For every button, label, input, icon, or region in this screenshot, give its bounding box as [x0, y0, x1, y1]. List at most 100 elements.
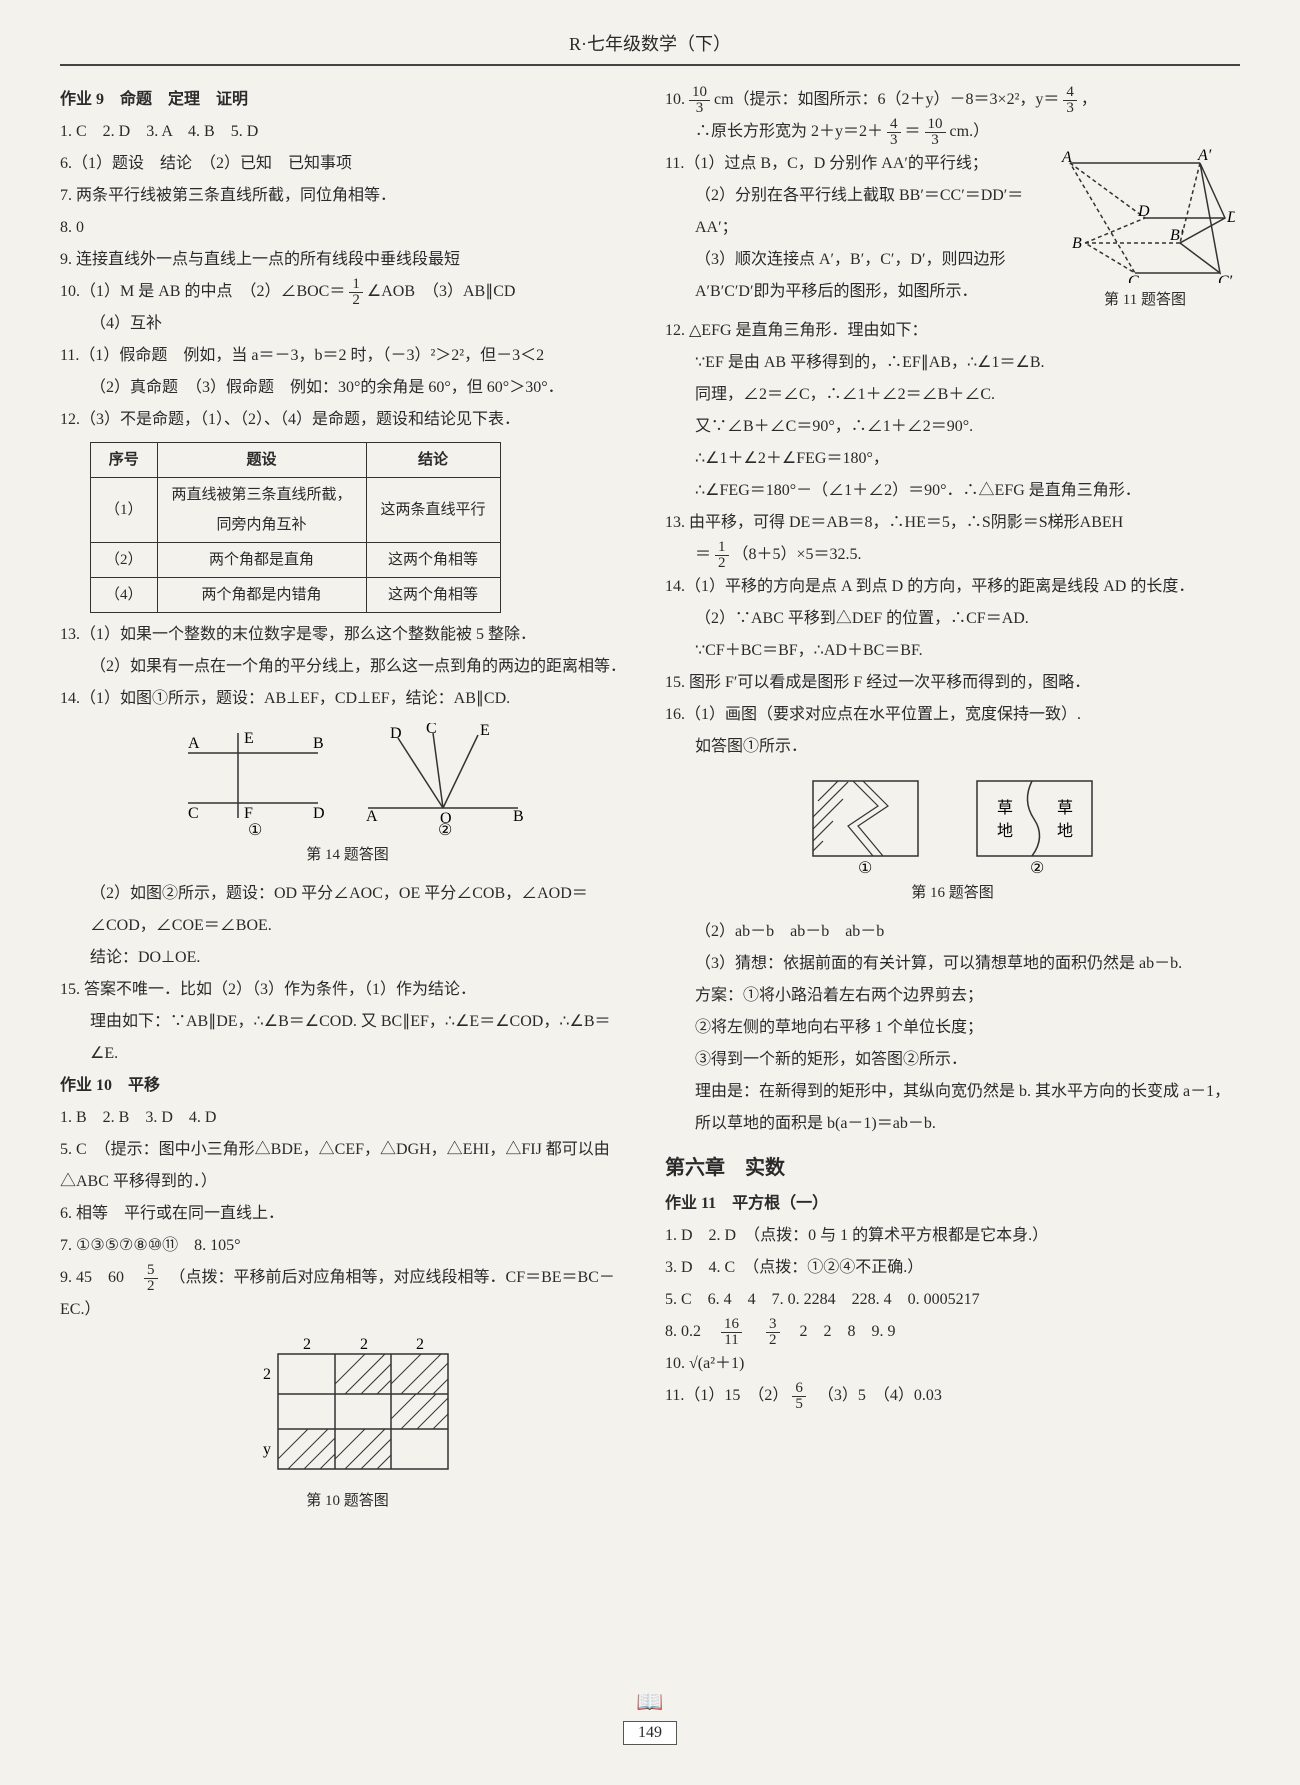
table-row: （4） 两个角都是内错角 这两个角相等 [91, 578, 501, 613]
text: ， [1081, 91, 1097, 108]
td: 两直线被第三条直线所截，同旁内角互补 [157, 478, 366, 543]
fig14-svg: A E B C F D ① C E D A [168, 723, 528, 838]
svg-text:B: B [1072, 235, 1082, 252]
lbl: D [313, 805, 325, 822]
figure-16: ① 草 地 草 地 ② 第 16 题答图 [665, 771, 1240, 908]
fig10-caption: 第 10 题答图 [60, 1486, 635, 1516]
fraction: 43 [887, 117, 901, 148]
hw9-title: 作业 9 命题 定理 证明 [60, 84, 635, 116]
td: 两个角都是内错角 [157, 578, 366, 613]
svg-text:C′: C′ [1218, 273, 1233, 283]
two-column-layout: 作业 9 命题 定理 证明 1. C 2. D 3. A 4. B 5. D 6… [60, 84, 1240, 1524]
answer-line: 11.（1）15 （2） 65 （3）5 （4）0.03 [665, 1380, 1240, 1412]
td: 这两个角相等 [366, 578, 500, 613]
text: （8＋5）×5＝32.5. [733, 546, 862, 563]
answer-line: 1. D 2. D （点拨：0 与 1 的算术平方根都是它本身.） [665, 1220, 1240, 1252]
answer-line: （2）ab－b ab－b ab－b [665, 916, 1240, 948]
answer-line: 8. 0 [60, 212, 635, 244]
svg-text:A′: A′ [1197, 148, 1212, 164]
th: 题设 [157, 443, 366, 478]
answer-line: 8. 0.2 1611 32 2 2 8 9. 9 [665, 1316, 1240, 1348]
td: 这两个角相等 [366, 543, 500, 578]
table-row: （1） 两直线被第三条直线所截，同旁内角互补 这两条直线平行 [91, 478, 501, 543]
book-icon: 📖 [636, 1689, 663, 1715]
figure-11: A A′ D D′ B B′ C C′ 第 11 题答图 [1050, 148, 1240, 315]
answer-line: 11.（1）过点 B，C，D 分别作 AA′的平行线； [665, 148, 1040, 180]
th: 序号 [91, 443, 158, 478]
lbl: 草 [997, 799, 1013, 817]
fraction: 1611 [721, 1317, 742, 1348]
table-row: （2） 两个角都是直角 这两个角相等 [91, 543, 501, 578]
figure-10: 2 2 2 2 y 第 10 题答图 [60, 1334, 635, 1516]
answer-line: 14.（1）如图①所示，题设：AB⊥EF，CD⊥EF，结论：AB∥CD. [60, 683, 635, 715]
text: ＝ [695, 546, 711, 563]
answer-line: 同理，∠2＝∠C，∴∠1＋∠2＝∠B＋∠C. [665, 379, 1240, 411]
answer-line: 7. 两条平行线被第三条直线所截，同位角相等． [60, 180, 635, 212]
lbl: E [244, 730, 254, 747]
answer-line: （2）真命题 （3）假命题 例如：30°的余角是 60°，但 60°＞30°． [60, 372, 635, 404]
lbl: 2 [360, 1336, 368, 1353]
fraction: 65 [792, 1381, 806, 1412]
answer-line: 方案：①将小路沿着左右两个边界剪去； [665, 980, 1240, 1012]
answer-line: ∵CF＋BC＝BF，∴AD＋BC＝BF. [665, 635, 1240, 667]
lbl: A [366, 808, 378, 825]
fig10-svg: 2 2 2 2 y [228, 1334, 468, 1484]
lbl: 草 [1057, 799, 1073, 817]
svg-text:D′: D′ [1226, 209, 1235, 226]
lbl: 2 [263, 1366, 271, 1383]
lbl: B [313, 735, 324, 752]
answer-line: （2）如果有一点在一个角的平分线上，那么这一点到角的两边的距离相等． [60, 651, 635, 683]
lbl: y [263, 1441, 271, 1458]
answer-line: 9. 45 60 52 （点拨：平移前后对应角相等，对应线段相等．CF＝BE＝B… [60, 1262, 635, 1326]
fraction-half: 12 [349, 277, 363, 308]
text: 8. 0.2 [665, 1323, 717, 1340]
answer-line: 结论：DO⊥OE. [60, 942, 635, 974]
lbl: 2 [416, 1336, 424, 1353]
text: 10. [665, 91, 689, 108]
answer-line: 6.（1）题设 结论 （2）已知 已知事项 [60, 148, 635, 180]
text: ＝ [905, 123, 921, 140]
lbl: E [480, 723, 490, 739]
text: （3）5 （4）0.03 [810, 1387, 942, 1404]
answer-line: 理由是：在新得到的矩形中，其纵向宽仍然是 b. 其水平方向的长变成 a－1，所以… [665, 1076, 1240, 1140]
hw10-title: 作业 10 平移 [60, 1070, 635, 1102]
answer-line: 3. D 4. C （点拨：①②④不正确.） [665, 1252, 1240, 1284]
q12-table: 序号 题设 结论 （1） 两直线被第三条直线所截，同旁内角互补 这两条直线平行 … [90, 442, 501, 613]
page-header: R·七年级数学（下） [60, 30, 1240, 66]
text [746, 1323, 762, 1340]
answer-line: 16.（1）画图（要求对应点在水平位置上，宽度保持一致）. [665, 699, 1240, 731]
answer-line: （2）∵ABC 平移到△DEF 的位置，∴CF＝AD. [665, 603, 1240, 635]
answer-line: 1. C 2. D 3. A 4. B 5. D [60, 116, 635, 148]
text: ∠AOB （3）AB∥CD [367, 283, 516, 300]
text: 2 2 8 9. 9 [784, 1323, 896, 1340]
answer-line: 13.（1）如果一个整数的末位数字是零，那么这个整数能被 5 整除． [60, 619, 635, 651]
svg-text:A: A [1061, 149, 1072, 166]
answer-line: 6. 相等 平行或在同一直线上． [60, 1198, 635, 1230]
fig14-caption: 第 14 题答图 [60, 840, 635, 870]
answer-line: ③得到一个新的矩形，如答图②所示． [665, 1044, 1240, 1076]
answer-line: ∵EF 是由 AB 平移得到的，∴EF∥AB，∴∠1＝∠B. [665, 347, 1240, 379]
fraction: 103 [689, 85, 710, 116]
fig16-caption: 第 16 题答图 [665, 878, 1240, 908]
td: 这两条直线平行 [366, 478, 500, 543]
answer-line: 7. ①③⑤⑦⑧⑩⑪ 8. 105° [60, 1230, 635, 1262]
lbl: C [426, 723, 437, 737]
answer-line: （3）顺次连接点 A′，B′，C′，D′，则四边形 A′B′C′D′即为平移后的… [665, 244, 1040, 308]
lbl: B [513, 808, 524, 825]
answer-line: 11.（1）假命题 例如，当 a＝－3，b＝2 时，（－3）²＞2²，但－3＜2 [60, 340, 635, 372]
hw11-title: 作业 11 平方根（一） [665, 1188, 1240, 1220]
svg-text:D: D [1137, 203, 1150, 220]
td: （4） [91, 578, 158, 613]
answer-line: 15. 图形 F′可以看成是图形 F 经过一次平移而得到的，图略． [665, 667, 1240, 699]
lbl: D [390, 725, 402, 742]
fraction: 52 [144, 1263, 158, 1294]
num: ② [438, 822, 452, 838]
lbl: A [188, 735, 200, 752]
answer-line: ＝ 12 （8＋5）×5＝32.5. [665, 539, 1240, 571]
lbl: 地 [997, 822, 1013, 840]
num: ① [248, 822, 262, 838]
left-column: 作业 9 命题 定理 证明 1. C 2. D 3. A 4. B 5. D 6… [60, 84, 635, 1524]
text: ∴原长方形宽为 2＋y＝2＋ [695, 123, 883, 140]
text: cm.） [950, 123, 990, 140]
answer-line: ∴∠FEG＝180°－（∠1＋∠2）＝90°．∴△EFG 是直角三角形． [665, 475, 1240, 507]
